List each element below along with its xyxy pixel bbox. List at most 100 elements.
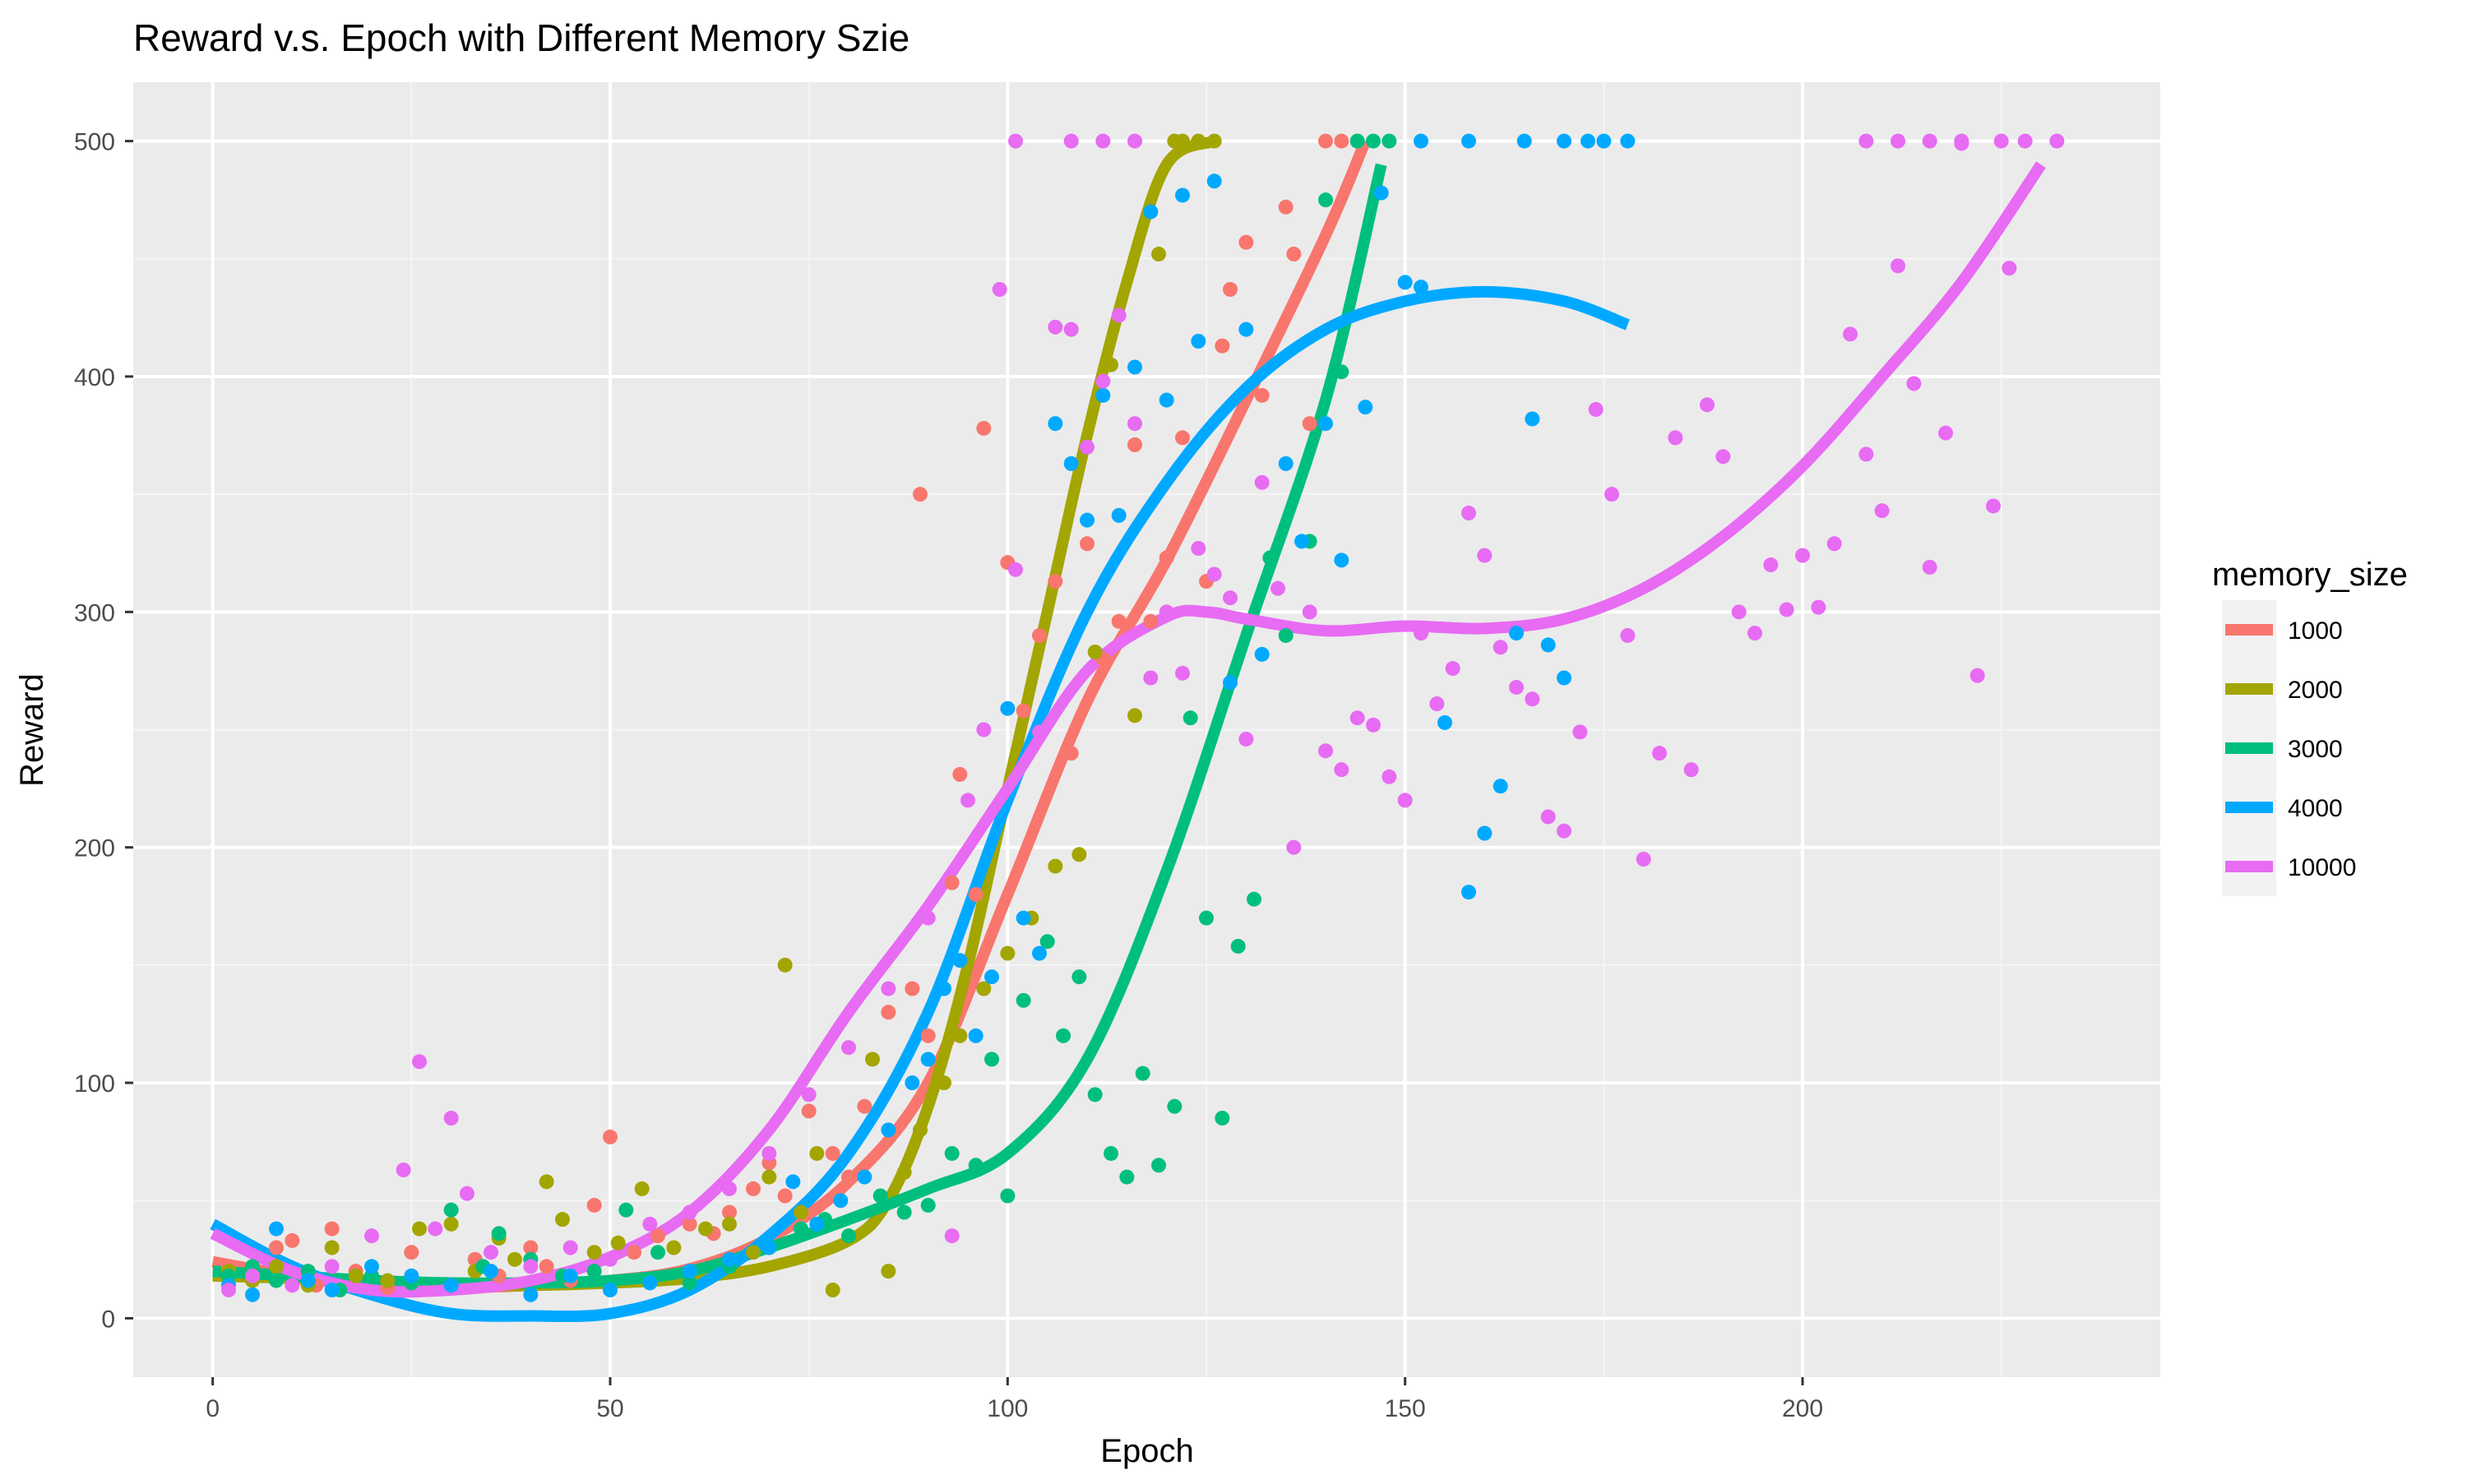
point-10000 [1683,762,1699,778]
point-2000 [761,1169,777,1185]
point-4000 [1414,133,1428,149]
point-1000 [1175,430,1190,446]
point-10000 [761,1145,777,1161]
point-10000 [920,910,936,926]
point-10000 [603,1251,618,1267]
point-10000 [1858,133,1874,149]
point-10000 [1572,724,1588,740]
point-10000 [1445,661,1460,677]
legend-label-1000: 1000 [2288,617,2343,645]
point-4000 [1143,204,1159,220]
point-1000 [269,1240,284,1255]
point-10000 [1779,602,1794,617]
point-3000 [1087,1087,1103,1103]
point-2000 [1191,133,1206,149]
point-4000 [562,1268,578,1283]
x-tick-label: 50 [596,1395,623,1422]
point-10000 [1206,566,1222,582]
point-1000 [944,875,960,890]
point-4000 [1278,455,1294,471]
point-4000 [937,981,951,996]
point-4000 [1000,700,1016,716]
point-1000 [1318,133,1333,149]
point-10000 [801,1087,817,1103]
point-2000 [1175,133,1190,149]
point-4000 [1191,334,1206,349]
point-1000 [1215,338,1230,354]
point-4000 [1461,133,1476,149]
point-4000 [833,1193,849,1209]
point-1000 [952,766,968,782]
point-4000 [1477,825,1493,841]
point-10000 [992,282,1007,297]
axis-layer: 0 50 100 150 200 0 100 200 300 400 500 [74,129,1823,1422]
point-3000 [1016,992,1031,1008]
point-2000 [324,1240,340,1255]
point-4000 [1095,387,1111,403]
point-4000 [1581,133,1595,149]
point-4000 [1620,133,1636,149]
point-4000 [1063,455,1079,471]
point-10000 [1127,416,1142,432]
legend-label-2000: 2000 [2288,677,2343,704]
point-3000 [1135,1066,1150,1081]
point-4000 [1206,173,1222,189]
point-4000 [1159,392,1174,408]
point-1000 [976,420,992,436]
point-10000 [1063,321,1079,337]
point-10000 [1826,536,1842,552]
point-4000 [920,1052,936,1067]
point-4000 [1016,910,1031,926]
point-10000 [1922,133,1937,149]
point-4000 [1461,885,1476,900]
y-tick-label: 100 [74,1070,115,1098]
point-4000 [1048,416,1063,432]
point-10000 [1414,626,1428,641]
point-2000 [539,1174,554,1190]
point-2000 [896,1164,912,1180]
point-10000 [324,1259,340,1274]
point-10000 [1763,557,1779,573]
point-3000 [841,1228,856,1244]
smooth-line-4000 [210,285,1630,1323]
point-3000 [1215,1111,1230,1126]
point-1000 [881,1005,896,1020]
y-tick-label: 0 [101,1306,115,1333]
point-10000 [722,1181,737,1196]
point-10000 [285,1278,300,1293]
point-1000 [857,1098,872,1114]
point-2000 [913,1122,928,1138]
point-10000 [1891,133,1905,149]
point-1000 [1032,627,1047,643]
point-10000 [1223,590,1238,606]
point-1000 [1127,437,1142,452]
point-4000 [1175,187,1190,203]
point-2000 [269,1259,284,1274]
point-2000 [698,1221,713,1237]
point-10000 [1095,133,1111,149]
point-4000 [1223,675,1238,691]
point-4000 [642,1275,658,1291]
point-2000 [865,1052,880,1067]
point-10000 [1843,326,1858,342]
point-10000 [1175,665,1190,681]
point-10000 [1858,446,1874,462]
point-10000 [523,1259,539,1274]
point-10000 [1938,425,1953,441]
point-1000 [905,981,920,996]
point-4000 [968,1028,984,1043]
point-4000 [484,1264,498,1279]
point-2000 [634,1181,650,1196]
legend: memory_size 1000 2000 3000 4000 10000 [2212,557,2408,896]
point-4000 [603,1283,618,1298]
point-10000 [1747,626,1762,641]
x-axis-label: Epoch [1100,1433,1193,1469]
point-10000 [484,1245,498,1260]
point-2000 [1048,858,1063,874]
point-3000 [1262,550,1278,566]
y-axis-label: Reward [14,673,50,787]
point-10000 [1700,397,1715,413]
point-4000 [1080,512,1095,528]
point-10000 [1111,307,1127,323]
